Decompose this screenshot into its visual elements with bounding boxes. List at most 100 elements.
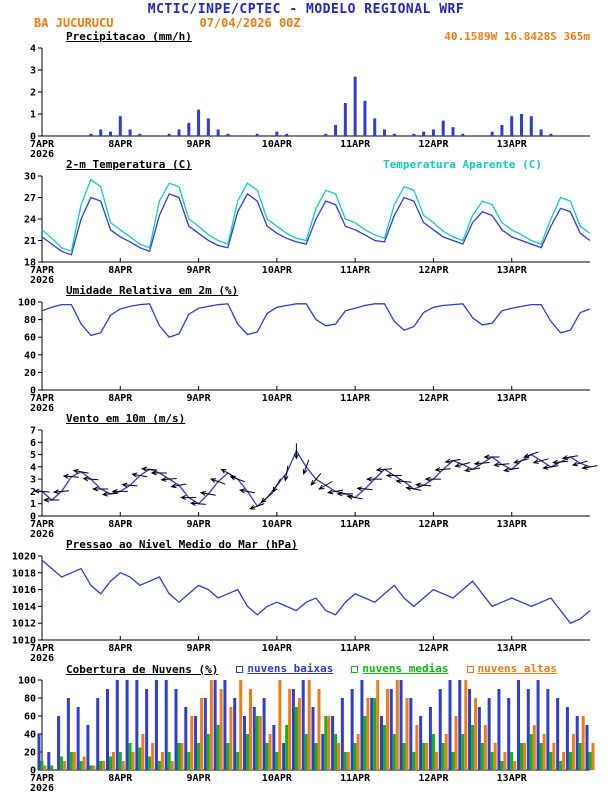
clouds-title: Cobertura de Nuvens (%) (66, 662, 219, 676)
svg-text:9APR: 9APR (187, 519, 212, 530)
humidity-chart: Umidade Relativa em 2m (%) 0 20 40 60 80 100 7… (0, 284, 612, 412)
svg-text:13APR: 13APR (497, 519, 528, 530)
svg-text:2026: 2026 (30, 653, 54, 662)
svg-text:10APR: 10APR (262, 519, 293, 530)
blue-square-icon (236, 665, 244, 673)
svg-text:0: 0 (30, 766, 36, 777)
svg-text:8APR: 8APR (108, 773, 133, 784)
svg-text:11APR: 11APR (340, 643, 371, 654)
temperature-title: 2-m Temperatura (C) (66, 158, 192, 171)
legend-label: nuvens altas (477, 662, 557, 675)
svg-text:12APR: 12APR (418, 139, 449, 150)
svg-text:24: 24 (24, 215, 36, 226)
svg-text:7APR: 7APR (30, 139, 55, 150)
run-datetime-label: 07/04/2026 00Z (199, 16, 301, 30)
svg-text:10APR: 10APR (262, 393, 293, 404)
svg-text:40: 40 (24, 350, 36, 361)
svg-text:13APR: 13APR (497, 265, 528, 276)
svg-text:8APR: 8APR (108, 265, 133, 276)
svg-text:11APR: 11APR (340, 139, 371, 150)
svg-text:9APR: 9APR (187, 773, 212, 784)
wind-chart: Vento em 10m (m/s) 0 1 2 3 4 5 6 7 7APR 2026 8APR 9… (0, 412, 612, 538)
svg-text:27: 27 (24, 193, 36, 204)
svg-text:12APR: 12APR (418, 393, 449, 404)
location-label: 40.1589W 16.8428S 365m (444, 30, 590, 43)
svg-text:80: 80 (24, 694, 36, 705)
svg-text:5: 5 (30, 450, 36, 461)
svg-text:10APR: 10APR (262, 643, 293, 654)
svg-text:0: 0 (30, 386, 36, 397)
svg-text:9APR: 9APR (187, 265, 212, 276)
svg-text:1012: 1012 (12, 619, 36, 630)
station-label: BA JUCURUCU (34, 16, 114, 30)
svg-text:11APR: 11APR (340, 265, 371, 276)
svg-text:7: 7 (30, 426, 36, 437)
svg-text:7APR: 7APR (30, 393, 55, 404)
pressure-title-row: Pressao ao Nivel Medio do Mar (hPa) (0, 538, 612, 552)
svg-text:100: 100 (18, 298, 36, 309)
svg-text:20: 20 (24, 748, 36, 759)
svg-text:1016: 1016 (12, 585, 36, 596)
svg-text:11APR: 11APR (340, 773, 371, 784)
svg-text:2026: 2026 (30, 783, 54, 792)
svg-text:0: 0 (30, 132, 36, 143)
svg-text:2: 2 (30, 487, 36, 498)
humidity-title: Umidade Relativa em 2m (%) (66, 284, 239, 297)
svg-text:2026: 2026 (30, 529, 54, 538)
precipitation-title: Precipitacao (mm/h) (66, 30, 192, 43)
svg-text:12APR: 12APR (418, 643, 449, 654)
wind-title: Vento em 10m (m/s) (66, 412, 186, 425)
legend-nuvens-baixas: nuvens baixas (236, 662, 333, 676)
svg-text:8APR: 8APR (108, 643, 133, 654)
svg-text:12APR: 12APR (418, 519, 449, 530)
svg-text:7APR: 7APR (30, 773, 55, 784)
precipitation-chart: Precipitacao (mm/h) 40.1589W 16.8428S 36… (0, 30, 612, 158)
svg-text:1: 1 (30, 499, 36, 510)
svg-text:8APR: 8APR (108, 393, 133, 404)
svg-text:40: 40 (24, 730, 36, 741)
svg-text:7APR: 7APR (30, 265, 55, 276)
svg-text:8APR: 8APR (108, 139, 133, 150)
svg-text:7APR: 7APR (30, 643, 55, 654)
svg-text:18: 18 (24, 258, 36, 269)
svg-text:10APR: 10APR (262, 139, 293, 150)
green-square-icon (351, 665, 359, 673)
precipitation-title-row: Precipitacao (mm/h) 40.1589W 16.8428S 36… (0, 30, 612, 44)
header-row: BA JUCURUCU 07/04/2026 00Z (0, 17, 612, 30)
svg-text:1: 1 (30, 110, 36, 121)
svg-text:13APR: 13APR (497, 643, 528, 654)
svg-text:12APR: 12APR (418, 773, 449, 784)
legend-label: nuvens medias (362, 662, 449, 675)
svg-text:9APR: 9APR (187, 393, 212, 404)
svg-text:4: 4 (30, 462, 36, 473)
app-title: MCTIC/INPE/CPTEC - MODELO REGIONAL WRF (147, 2, 465, 17)
svg-text:9APR: 9APR (187, 139, 212, 150)
wind-title-row: Vento em 10m (m/s) (0, 412, 612, 426)
clouds-title-row: Cobertura de Nuvens (%) nuvens baixas nu… (0, 662, 612, 676)
svg-text:60: 60 (24, 333, 36, 344)
svg-text:20: 20 (24, 368, 36, 379)
temperature-chart: 2-m Temperatura (C) Temperatura Aparente… (0, 158, 612, 284)
svg-text:1018: 1018 (12, 568, 36, 579)
svg-text:1014: 1014 (12, 602, 36, 613)
svg-text:9APR: 9APR (187, 643, 212, 654)
svg-text:8APR: 8APR (108, 519, 133, 530)
svg-text:11APR: 11APR (340, 519, 371, 530)
svg-text:2026: 2026 (30, 149, 54, 158)
svg-text:2026: 2026 (30, 403, 54, 412)
pressure-chart: Pressao ao Nivel Medio do Mar (hPa) 1010… (0, 538, 612, 662)
svg-text:2: 2 (30, 88, 36, 99)
pressure-title: Pressao ao Nivel Medio do Mar (hPa) (66, 538, 298, 551)
svg-text:3: 3 (30, 66, 36, 77)
svg-text:13APR: 13APR (497, 773, 528, 784)
svg-text:30: 30 (24, 172, 36, 183)
legend-nuvens-medias: nuvens medias (351, 662, 449, 676)
svg-text:0: 0 (30, 512, 36, 523)
svg-text:80: 80 (24, 315, 36, 326)
svg-text:100: 100 (18, 676, 36, 687)
svg-text:12APR: 12APR (418, 265, 449, 276)
legend-nuvens-altas: nuvens altas (466, 662, 557, 676)
